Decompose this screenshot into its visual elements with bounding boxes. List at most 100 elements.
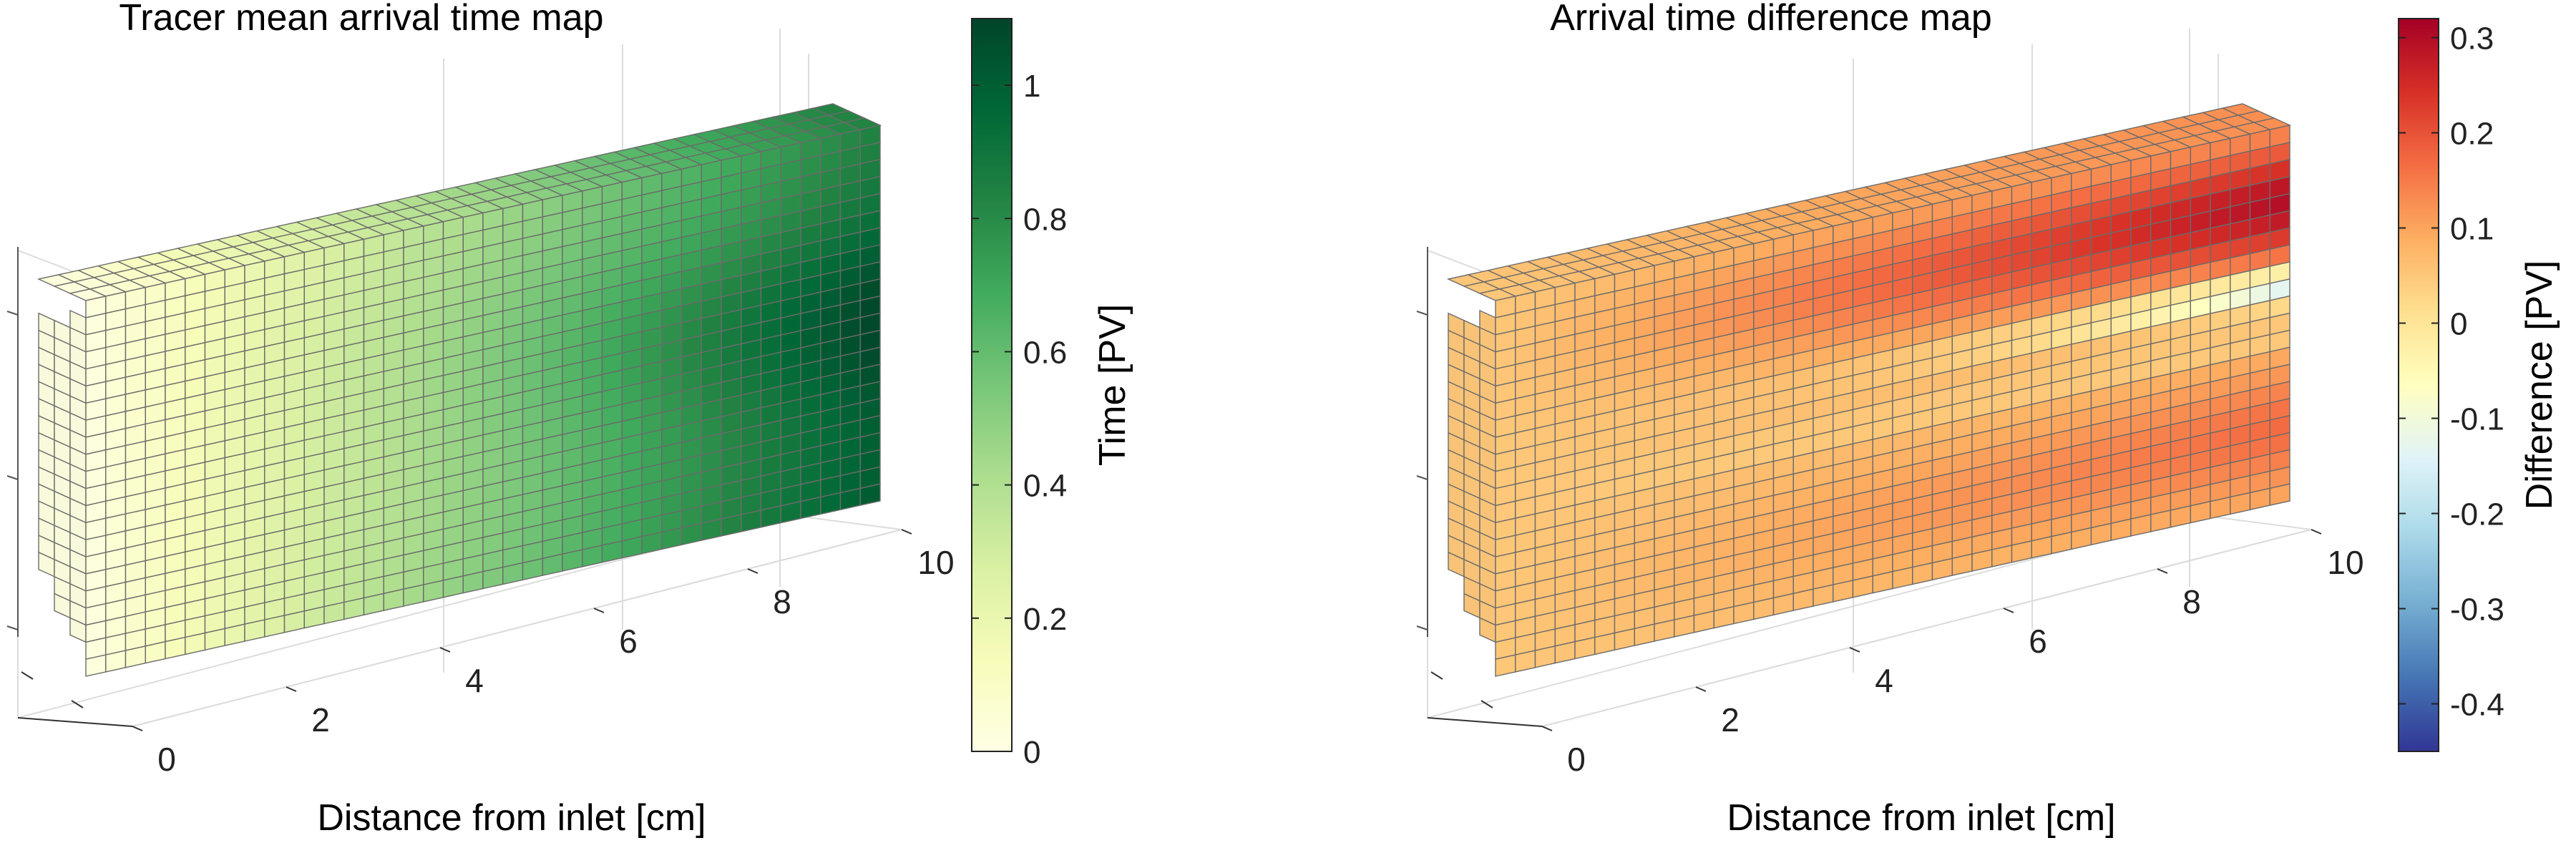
- depth-tick-mark: [1480, 700, 1493, 708]
- depth-tick-mark: [71, 700, 84, 708]
- panel-difference: 0 2 4 6 8 10 Arrival time difference map Dist…: [1416, 0, 2560, 839]
- voxel-cell: [383, 230, 404, 253]
- x-tick-mark: [1541, 726, 1553, 731]
- x-axis-label: Distance from inlet [cm]: [317, 797, 706, 839]
- voxel-cell: [741, 150, 762, 174]
- voxel-cell: [701, 160, 722, 182]
- voxel-cell: [264, 255, 286, 279]
- voxel-cell: [582, 185, 603, 209]
- colorbar-tick-label: -0.3: [2450, 593, 2504, 628]
- voxel-cell: [661, 168, 683, 192]
- voxel-cell: [1515, 291, 1536, 314]
- voxel-cell: [343, 238, 365, 262]
- voxel-cell: [2269, 125, 2290, 147]
- voxel-cell: [303, 247, 325, 271]
- x-axis-label: Distance from inlet [cm]: [1727, 797, 2115, 839]
- voxel-cell: [145, 282, 166, 306]
- colorbar-tick-label: 0.3: [2450, 21, 2494, 57]
- x-tick-label: 4: [465, 662, 484, 699]
- x-axis: 0 2 4 6 8 10: [1427, 529, 2364, 778]
- x-tick-label: 8: [773, 583, 791, 620]
- x-tick-label: 8: [2182, 583, 2201, 620]
- voxel-cell: [502, 203, 524, 227]
- colorbar: -0.4 -0.3 -0.2 -0.1 0 0.1 0.2 0.3 Difference [PV…: [2398, 18, 2560, 752]
- z-axis-tick: [1416, 475, 1428, 480]
- colorbar-tick-label: 0.2: [1023, 602, 1067, 637]
- x-tick-mark: [286, 686, 297, 692]
- x-tick-label: 6: [2029, 623, 2047, 660]
- voxel-cell: [462, 212, 484, 235]
- voxel-cell: [423, 220, 444, 244]
- voxel-cell: [1833, 220, 1854, 244]
- x-tick-label: 10: [917, 544, 954, 581]
- z-axis-tick: [6, 475, 19, 480]
- chart-title: Tracer mean arrival time map: [119, 0, 603, 39]
- voxel-cell: [1872, 212, 1893, 235]
- voxel-cell: [2150, 150, 2172, 174]
- voxel-cell: [2190, 142, 2211, 165]
- voxel-cell: [1554, 282, 1576, 306]
- colorbar-tick-label: 0: [2450, 307, 2467, 342]
- colorbar-tick-label: 0: [1023, 735, 1040, 770]
- colorbar-gradient: [971, 18, 1013, 752]
- voxel-cell: [2031, 177, 2052, 200]
- x-tick-mark: [2157, 568, 2168, 574]
- colorbar: 0 0.2 0.4 0.6 0.8 1 Time [PV]: [971, 18, 1133, 770]
- voxel-cell: [1951, 195, 1973, 218]
- voxel-cell: [1753, 238, 1775, 262]
- x-tick-label: 0: [1567, 741, 1586, 778]
- voxel-cell: [1991, 185, 2013, 209]
- x-tick-label: 4: [1875, 662, 1893, 699]
- colorbar-label: Difference [PV]: [2519, 260, 2560, 510]
- voxel-cell: [224, 265, 245, 288]
- x-tick-mark: [901, 529, 912, 535]
- colorbar-tick-label: 0.8: [1023, 202, 1067, 237]
- z-axis-tick: [1416, 625, 1428, 630]
- x-tick-label: 10: [2327, 544, 2363, 581]
- colorbar-tick-label: 0.1: [2450, 212, 2494, 247]
- x-axis-line: [1541, 529, 2312, 727]
- colorbar-gradient: [2398, 18, 2439, 752]
- voxel-block: [36, 103, 882, 677]
- x-tick-label: 2: [311, 701, 330, 739]
- x-tick-mark: [2311, 529, 2322, 535]
- colorbar-tick-label: 1: [1023, 69, 1040, 104]
- x-tick-mark: [747, 568, 758, 574]
- x-tick-mark: [1695, 686, 1707, 692]
- colorbar-tick-label: 0.6: [1023, 335, 1067, 370]
- voxel-cell: [1634, 265, 1655, 288]
- chart-title: Arrival time difference map: [1550, 0, 1992, 39]
- voxel-cell: [1594, 273, 1616, 297]
- colorbar-tick-label: 0.2: [2450, 117, 2494, 152]
- voxel-cell: [2071, 168, 2092, 192]
- x-tick-label: 2: [1721, 701, 1740, 739]
- voxel-cell: [820, 133, 841, 157]
- voxel-cell: [621, 177, 643, 200]
- voxel-cell: [105, 291, 127, 314]
- z-axis-tick: [6, 311, 19, 316]
- colorbar-label: Time [PV]: [1092, 304, 1133, 466]
- voxel-cell: [780, 142, 801, 165]
- voxel-cell: [542, 195, 563, 218]
- voxel-block: [1446, 103, 2292, 677]
- colorbar-tick-label: -0.4: [2450, 688, 2504, 723]
- voxel-cell: [2230, 133, 2251, 157]
- depth-tick-mark: [21, 671, 34, 680]
- x-axis-line: [132, 529, 902, 727]
- z-axis-tick: [6, 625, 19, 630]
- colorbar-tick-label: -0.2: [2450, 497, 2504, 532]
- voxel-cell: [1713, 247, 1735, 271]
- x-tick-mark: [132, 726, 143, 731]
- voxel-cell: [2110, 160, 2132, 182]
- voxel-cell: [1792, 230, 1814, 253]
- x-tick-label: 0: [157, 741, 176, 778]
- depth-axis-line: [1427, 717, 1543, 727]
- x-tick-label: 6: [619, 623, 638, 660]
- x-axis: 0 2 4 6 8 10: [17, 529, 955, 778]
- voxel-cell: [1912, 203, 1933, 227]
- depth-tick-mark: [1430, 671, 1443, 680]
- voxel-cell: [185, 273, 206, 297]
- colorbar-tick-label: 0.4: [1023, 469, 1067, 504]
